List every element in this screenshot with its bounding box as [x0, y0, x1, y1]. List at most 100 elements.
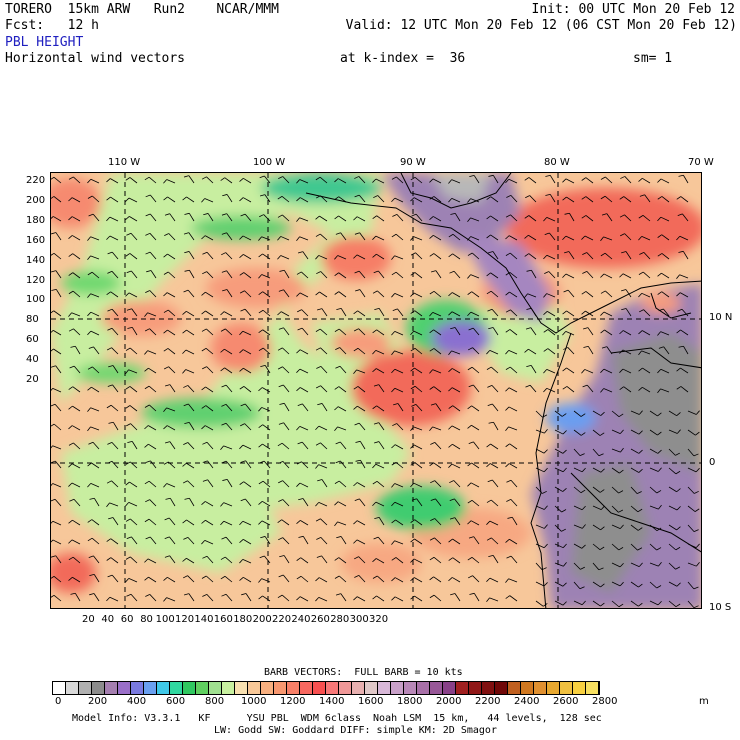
wind-barb: [183, 536, 195, 545]
wind-barb: [573, 505, 586, 511]
wind-barb: [239, 272, 252, 279]
wind-barb: [335, 441, 347, 450]
wind-barb: [391, 233, 404, 241]
wind-barb: [467, 347, 480, 355]
wind-barb: [201, 198, 214, 203]
color-bar-label: 1200: [280, 696, 306, 707]
wind-barb: [668, 429, 681, 434]
color-bar-swatch: [170, 682, 183, 694]
color-bar-label: 400: [127, 696, 147, 707]
color-bar-swatch: [443, 682, 456, 694]
wind-barb: [145, 290, 157, 298]
color-bar-swatch: [300, 682, 313, 694]
wind-barb: [649, 448, 662, 454]
wind-barb: [334, 328, 347, 336]
wind-barb: [372, 463, 385, 469]
wind-barb: [259, 460, 271, 469]
wind-barb: [201, 501, 214, 507]
wind-barb: [182, 349, 195, 355]
wind-barb: [410, 538, 423, 545]
wind-barb: [486, 272, 499, 279]
wind-barb: [467, 424, 480, 431]
wind-barb: [543, 217, 556, 222]
wind-barb: [524, 234, 537, 241]
wind-barb: [448, 198, 461, 203]
wind-barb: [582, 384, 594, 393]
wind-barb: [353, 520, 366, 526]
wind-barb: [183, 175, 195, 184]
wind-barb: [535, 543, 548, 549]
wind-barb: [467, 575, 480, 583]
wind-barb: [106, 404, 119, 412]
wind-barb: [468, 327, 480, 336]
header-model-title: TORERO 15km ARW Run2 NCAR/MMM: [5, 2, 279, 17]
wind-barb: [638, 309, 651, 317]
wind-barb: [524, 253, 537, 260]
wind-barb: [297, 309, 309, 317]
wind-barb: [611, 600, 624, 608]
wind-barb: [601, 346, 613, 355]
wind-barb: [524, 177, 537, 184]
wind-barb: [258, 253, 271, 260]
wind-barb: [334, 386, 347, 393]
physics-info-line: LW: Godd SW: Goddard DIFF: simple KM: 2D…: [214, 725, 497, 736]
wind-barb: [562, 178, 575, 184]
wind-barb: [184, 421, 195, 431]
wind-barb: [88, 555, 100, 564]
wind-barb: [582, 252, 594, 260]
wind-barb: [202, 555, 214, 564]
wind-barb: [164, 233, 176, 241]
wind-barb: [467, 274, 480, 279]
wind-barb: [657, 216, 670, 222]
wind-barb: [202, 594, 214, 602]
wind-barb: [611, 505, 624, 513]
wind-barb: [581, 196, 594, 203]
wind-barb: [51, 520, 62, 526]
wind-barb: [583, 345, 594, 355]
wind-barb: [145, 232, 157, 241]
color-bar-swatch: [274, 682, 287, 694]
color-bar-swatch: [248, 682, 261, 694]
wind-barb: [638, 386, 651, 393]
wind-barb: [554, 410, 567, 417]
wind-barb: [239, 520, 252, 526]
wind-barb: [619, 330, 632, 336]
wind-barb: [391, 540, 404, 545]
wind-barb: [334, 196, 347, 203]
wind-barb: [51, 594, 62, 602]
wind-barb: [259, 214, 271, 222]
wind-barb: [392, 308, 404, 317]
wind-barb: [145, 194, 157, 203]
wind-barb: [649, 561, 662, 567]
wind-barb: [260, 364, 271, 374]
wind-barb: [429, 369, 442, 374]
wind-barb: [687, 543, 700, 549]
wind-barb: [353, 369, 366, 375]
wind-barb: [372, 350, 385, 355]
wind-barb: [391, 387, 404, 393]
wind-barb: [554, 467, 567, 473]
color-bar-swatch: [326, 682, 339, 694]
wind-barb: [126, 593, 138, 602]
wind-barb: [183, 289, 195, 298]
wind-barb: [649, 467, 662, 472]
wind-barb: [297, 327, 309, 336]
wind-barb: [203, 213, 214, 222]
wind-barb: [630, 581, 643, 588]
wind-barb: [581, 291, 594, 298]
wind-barb: [526, 365, 537, 374]
wind-barb: [429, 290, 442, 298]
wind-barb: [164, 536, 176, 545]
wind-barb: [687, 448, 699, 457]
wind-barb: [410, 367, 423, 374]
x-tick-label: 240: [291, 614, 311, 625]
color-bar-swatch: [339, 682, 352, 694]
wind-barb: [201, 519, 214, 526]
wind-barb: [125, 501, 138, 507]
wind-barb: [668, 505, 681, 511]
wind-barb: [505, 406, 518, 412]
header-forecast-hour: Fcst: 12 h: [5, 18, 99, 33]
wind-barb: [687, 410, 700, 415]
wind-barb: [411, 213, 423, 222]
wind-barb: [354, 176, 366, 184]
